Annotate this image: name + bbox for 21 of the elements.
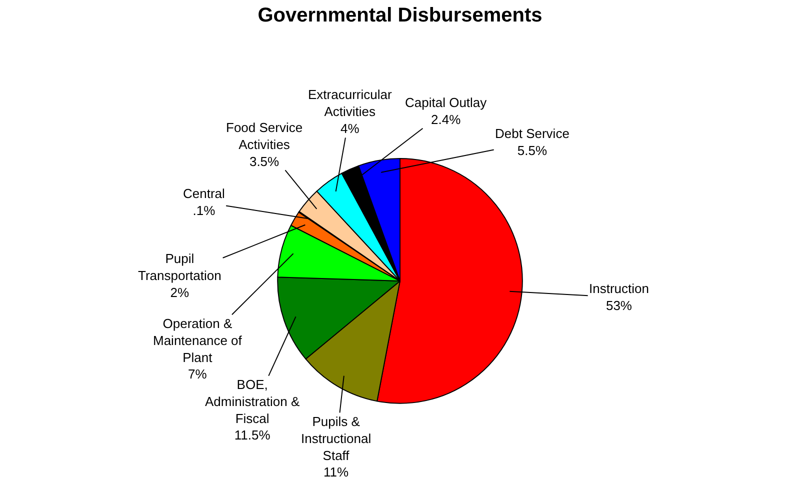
slice-label: Extracurricular Activities: [308, 87, 392, 119]
slice-label: Instruction: [589, 281, 649, 296]
slice-label: Operation & Maintenance of Plant: [153, 316, 242, 365]
data-label: 11.5%: [234, 428, 271, 443]
chart-title: Governmental Disbursements: [258, 4, 542, 26]
slice-label: BOE, Administration & Fiscal: [205, 377, 300, 426]
slice-label: Pupils & Instructional Staff: [301, 414, 372, 463]
data-label: 2.4%: [431, 112, 462, 127]
slice-label: Pupil Transportation: [138, 251, 222, 283]
slice-label: Debt Service: [495, 126, 570, 141]
data-label: 2%: [170, 284, 190, 300]
data-label: 3.5%: [249, 154, 280, 169]
data-label: 4%: [340, 120, 360, 136]
data-label: 53%: [606, 298, 632, 313]
slice-label: Central: [183, 186, 226, 201]
data-label: 5.5%: [517, 142, 548, 158]
slice-label: Capital Outlay: [405, 95, 488, 110]
slice-label: Food Service Activities: [226, 120, 303, 152]
data-label: .1%: [192, 202, 216, 218]
data-label: 11%: [324, 464, 350, 480]
data-label: 7%: [188, 366, 208, 382]
